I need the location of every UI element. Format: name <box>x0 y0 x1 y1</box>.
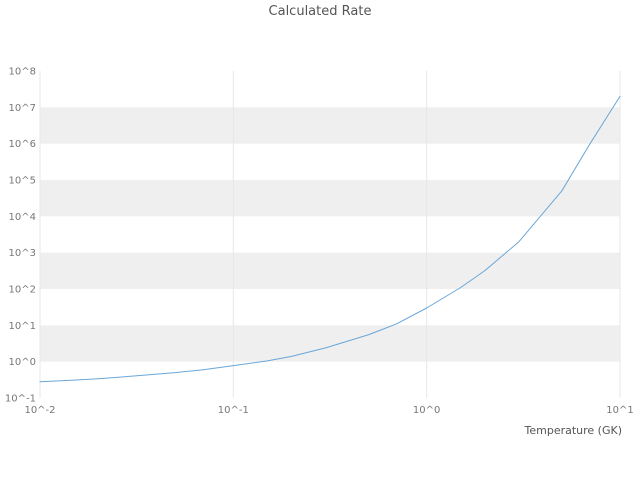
y-tick-label: 10^8 <box>9 67 36 78</box>
y-tick-label: 10^5 <box>9 176 36 187</box>
x-tick-label: 10^0 <box>413 405 440 416</box>
x-tick-label: 10^-1 <box>218 405 249 416</box>
y-tick-label: 10^0 <box>9 357 36 368</box>
decade-band <box>40 325 620 362</box>
y-tick-label: 10^3 <box>9 248 36 259</box>
y-tick-label: 10^-1 <box>5 394 36 405</box>
y-tick-label: 10^4 <box>9 212 36 223</box>
y-tick-label: 10^2 <box>9 285 36 296</box>
calculated-rate-line-series <box>39 95 621 383</box>
decade-band <box>40 107 620 144</box>
y-tick-label: 10^1 <box>9 321 36 332</box>
x-axis-label: Temperature (GK) <box>524 424 623 437</box>
x-tick-label: 10^1 <box>606 405 633 416</box>
decade-band <box>40 180 620 217</box>
x-tick-label: 10^-2 <box>24 405 55 416</box>
chart-title: Calculated Rate <box>268 4 372 19</box>
decade-band <box>40 252 620 289</box>
y-tick-label: 10^7 <box>9 103 36 114</box>
y-tick-label: 10^6 <box>9 139 36 150</box>
